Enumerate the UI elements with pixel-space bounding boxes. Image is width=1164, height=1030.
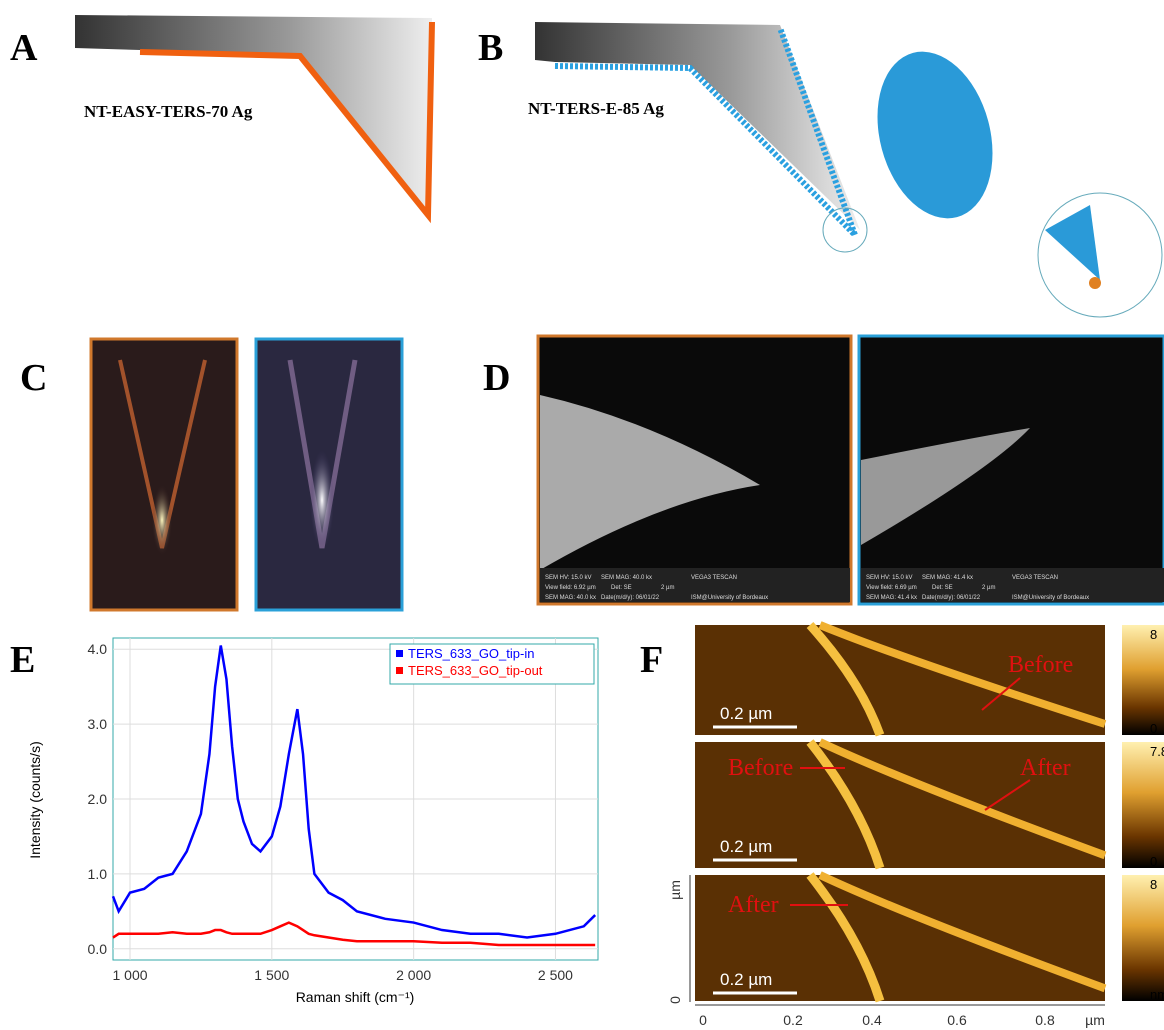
x-tick-label: µm bbox=[1085, 1012, 1105, 1028]
panel-label: A bbox=[10, 27, 38, 69]
annotation: After bbox=[728, 892, 779, 918]
colorbar bbox=[1122, 625, 1164, 735]
x-tick-label: 0.4 bbox=[862, 1012, 882, 1028]
legend-swatch bbox=[396, 650, 403, 657]
sem-caption: SEM MAG: 40.0 kx bbox=[545, 595, 596, 601]
annotation: Before bbox=[728, 755, 793, 781]
x-axis-label: Raman shift (cm⁻¹) bbox=[296, 989, 415, 1005]
sem-caption: VEGA3 TESCAN bbox=[1012, 575, 1058, 581]
legend-label: TERS_633_GO_tip-in bbox=[408, 646, 534, 661]
tip-name: NT-EASY-TERS-70 Ag bbox=[84, 102, 253, 121]
zoom-circle bbox=[1038, 193, 1162, 317]
panel-label: B bbox=[478, 27, 503, 69]
annotation: After bbox=[1020, 755, 1071, 781]
x-tick-label: 2 000 bbox=[396, 967, 431, 983]
y-tick-label: µm bbox=[667, 880, 683, 900]
sem-caption: SEM HV: 15.0 kV bbox=[545, 575, 591, 581]
cantilever bbox=[535, 22, 860, 230]
sem-caption: 2 µm bbox=[982, 585, 995, 591]
x-tick-label: 2 500 bbox=[538, 967, 573, 983]
sem-caption: SEM MAG: 40.0 kx bbox=[601, 575, 652, 581]
legend-label: TERS_633_GO_tip-out bbox=[408, 663, 543, 678]
y-tick-label: 1.0 bbox=[88, 866, 108, 882]
photo bbox=[91, 339, 237, 610]
colorbar-label: 7.8 bbox=[1150, 744, 1164, 759]
panel-label: E bbox=[10, 639, 35, 681]
sem-caption: VEGA3 TESCAN bbox=[691, 575, 737, 581]
x-tick-label: 0.8 bbox=[1035, 1012, 1055, 1028]
x-tick-label: 1 000 bbox=[112, 967, 147, 983]
colorbar bbox=[1122, 742, 1164, 868]
colorbar-label: 8 bbox=[1150, 877, 1157, 892]
colorbar-label: nm bbox=[1150, 987, 1164, 1002]
panel-label: D bbox=[483, 357, 510, 399]
tip-glow bbox=[152, 485, 172, 555]
y-tick-label: 4.0 bbox=[88, 641, 108, 657]
coating-zoom bbox=[860, 39, 1010, 232]
x-tick-label: 0.6 bbox=[947, 1012, 967, 1028]
x-tick-label: 1 500 bbox=[254, 967, 289, 983]
tip-name: NT-TERS-E-85 Ag bbox=[528, 99, 664, 118]
x-tick-label: 0.2 bbox=[783, 1012, 803, 1028]
sem-caption: SEM MAG: 41.4 kx bbox=[922, 575, 973, 581]
panel-label: C bbox=[20, 357, 47, 399]
colorbar-label: 0 bbox=[1150, 854, 1157, 869]
sem-caption: View field: 6.69 µm bbox=[866, 585, 917, 591]
sem-caption: Date(m/d/y): 06/01/22 bbox=[601, 595, 660, 601]
figure: A NT-EASY-TERS-70 Ag B NT-TERS-E-85 Ag C… bbox=[0, 0, 1164, 1030]
sem-caption: 2 µm bbox=[661, 585, 674, 591]
scale-label: 0.2 µm bbox=[720, 970, 772, 989]
y-tick-label: 0 bbox=[667, 996, 683, 1004]
scale-label: 0.2 µm bbox=[720, 837, 772, 856]
y-tick-label: 3.0 bbox=[88, 716, 108, 732]
y-axis-label: Intensity (counts/s) bbox=[27, 741, 43, 859]
sem-caption: Det: SE bbox=[932, 585, 953, 591]
colorbar-label: 0 bbox=[1150, 721, 1157, 736]
afm-panel: 0.2 µm Before 8 0 0.2 µm Before After 7.8 0 0.2 µ… bbox=[667, 625, 1164, 1028]
sem-caption: ISM@University of Bordeaux bbox=[691, 595, 768, 601]
sem-caption: Det: SE bbox=[611, 585, 632, 591]
sem-caption: Date(m/d/y): 06/01/22 bbox=[922, 595, 981, 601]
scale-label: 0.2 µm bbox=[720, 704, 772, 723]
legend-swatch bbox=[396, 667, 403, 674]
colorbar bbox=[1122, 875, 1164, 1001]
tip-glow bbox=[310, 450, 334, 550]
sem-caption: ISM@University of Bordeaux bbox=[1012, 595, 1089, 601]
x-tick-label: 0 bbox=[699, 1012, 707, 1028]
sem-caption: SEM HV: 15.0 kV bbox=[866, 575, 912, 581]
y-tick-label: 2.0 bbox=[88, 791, 108, 807]
y-tick-label: 0.0 bbox=[88, 941, 108, 957]
sem-caption: SEM MAG: 41.4 kx bbox=[866, 595, 917, 601]
sem-caption: View field: 6.92 µm bbox=[545, 585, 596, 591]
panel-label: F bbox=[640, 639, 663, 681]
colorbar-label: 8 bbox=[1150, 627, 1157, 642]
apex bbox=[1089, 277, 1101, 289]
annotation: Before bbox=[1008, 652, 1073, 678]
